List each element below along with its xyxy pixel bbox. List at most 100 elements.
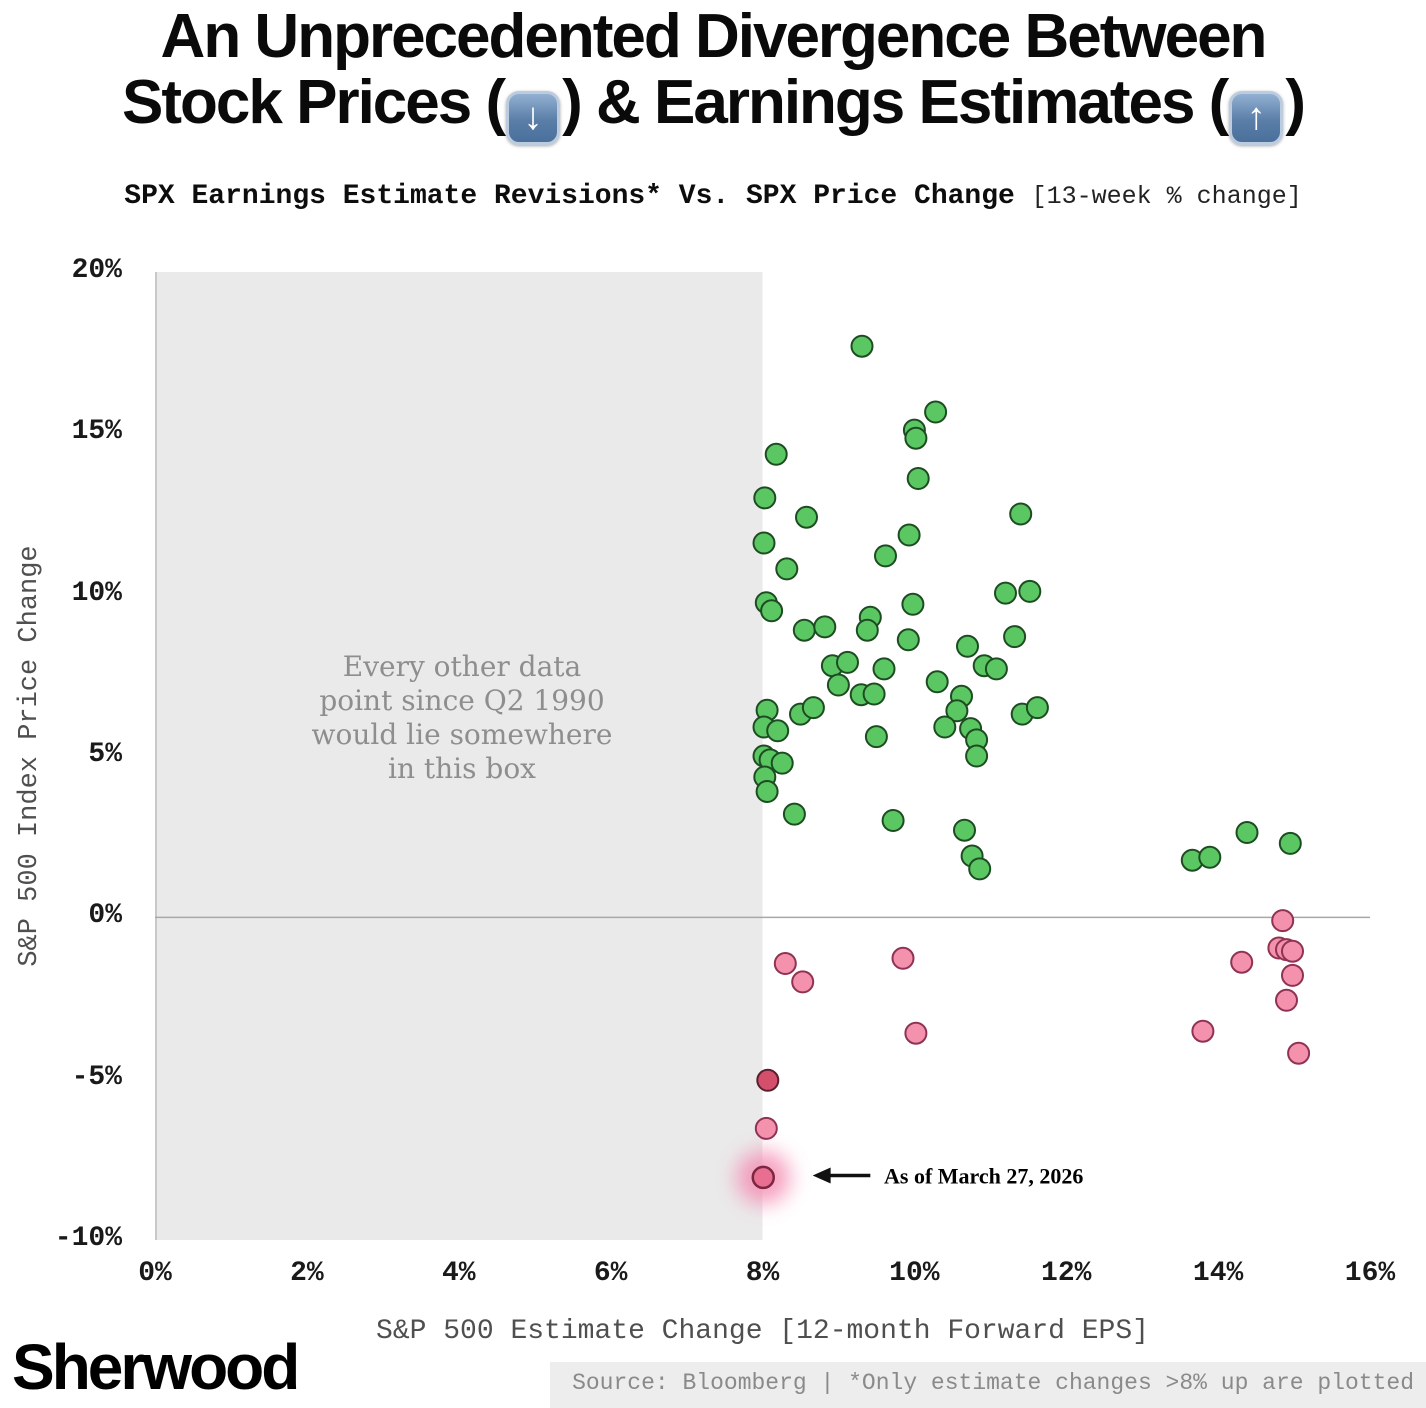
subtitle-note: [13-week % change] (1031, 182, 1302, 211)
y-tick-label: 20% (71, 255, 122, 286)
reference-box-label-line: would lie somewhere (311, 718, 613, 752)
price-decline-point (1230, 950, 1254, 974)
price-gain-point (897, 523, 921, 547)
price-gain-point (850, 334, 874, 358)
price-decline-deep-point (756, 1068, 780, 1092)
price-gain-point (1278, 831, 1302, 855)
page-title: An Unprecedented Divergence Between Stoc… (0, 4, 1426, 145)
down-arrow-icon: ↓ (506, 90, 561, 145)
price-gain-point (994, 581, 1017, 605)
price-gain-point (801, 696, 825, 720)
reference-box-label-line: point since Q2 1990 (319, 684, 605, 718)
price-gain-point (826, 673, 850, 697)
price-decline-point (1191, 1019, 1215, 1043)
price-gain-point (924, 400, 948, 424)
price-decline-point (1281, 939, 1304, 963)
price-gain-point (862, 682, 886, 706)
price-decline-point (754, 1116, 778, 1140)
x-tick-label: 2% (290, 1258, 324, 1289)
price-gain-point (752, 531, 776, 555)
x-tick-label: 12% (1041, 1258, 1092, 1289)
price-decline-point (891, 946, 915, 970)
price-gain-point (1235, 821, 1259, 844)
subtitle-main: SPX Earnings Estimate Revisions* Vs. SPX… (124, 181, 1032, 212)
price-gain-point (755, 780, 779, 803)
price-gain-point (953, 818, 976, 842)
price-gain-point (795, 505, 818, 529)
price-decline-point (1287, 1041, 1311, 1065)
y-tick-label: 5% (88, 739, 122, 770)
up-arrow-glyph: ↑ (1246, 95, 1266, 138)
price-gain-point (1009, 502, 1033, 526)
x-tick-label: 4% (441, 1258, 476, 1289)
price-gain-point (874, 544, 897, 568)
reference-box-label-line: Every other data (342, 650, 582, 683)
price-gain-point (753, 486, 777, 510)
y-tick-label: 0% (88, 900, 122, 932)
price-gain-point (766, 719, 790, 743)
price-gain-point (965, 744, 989, 768)
price-decline-point (1281, 963, 1304, 987)
price-gain-point (956, 634, 979, 658)
price-decline-point (1271, 909, 1295, 933)
x-tick-label: 0% (138, 1258, 172, 1289)
reference-box-label: Every other data point since Q2 1990 wou… (240, 650, 684, 787)
title-line-2-text-a: Stock Prices ( (122, 67, 506, 137)
x-tick-label: 6% (593, 1258, 628, 1289)
price-gain-point (813, 615, 837, 639)
title-line-2: Stock Prices ( ↓ ) & Earnings Estimates ( ↑… (0, 67, 1426, 145)
price-gain-point (855, 618, 879, 642)
x-tick-label: 10% (889, 1258, 940, 1289)
price-gain-point (906, 467, 930, 490)
price-gain-point (836, 650, 859, 674)
chart-subtitle: SPX Earnings Estimate Revisions* Vs. SPX… (0, 181, 1426, 212)
y-tick-label: 15% (71, 416, 122, 448)
source-attribution: Source: Bloomberg | *Only estimate chang… (550, 1362, 1426, 1408)
price-gain-point (896, 628, 920, 652)
price-gain-point (968, 857, 992, 881)
up-arrow-icon: ↑ (1229, 90, 1284, 145)
y-tick-label: 10% (71, 577, 122, 609)
title-line-2-text-c: ) (1285, 67, 1306, 137)
price-gain-point (760, 599, 784, 623)
price-gain-point (775, 557, 799, 581)
historical-range-box (155, 272, 763, 1240)
price-gain-point (872, 657, 896, 681)
y-tick-label: -5% (71, 1061, 122, 1093)
scatter-plot-canvas: As of March 27, 2026 (155, 272, 1370, 1240)
price-decline-point (773, 952, 797, 975)
x-tick-label: 8% (745, 1258, 780, 1289)
price-gain-point (925, 670, 949, 694)
price-gain-point (1025, 696, 1049, 720)
price-gain-point (1003, 625, 1027, 649)
price-gain-point (864, 725, 888, 749)
x-tick-label: 16% (1344, 1258, 1396, 1289)
plot-area: As of March 27, 2026 (155, 272, 1370, 1240)
x-tick-label: 14% (1192, 1258, 1244, 1289)
price-gain-point (764, 442, 788, 466)
price-decline-point (791, 970, 815, 994)
price-gain-point (792, 618, 816, 642)
price-gain-point (770, 751, 794, 775)
price-gain-point (984, 657, 1008, 681)
x-axis-title: S&P 500 Estimate Change [12-month Forwar… (376, 1316, 1149, 1347)
annotation-text: As of March 27, 2026 (884, 1163, 1083, 1188)
reference-box-label-line: in this box (388, 752, 536, 786)
price-gain-point (881, 809, 905, 832)
price-gain-point (1018, 579, 1042, 603)
price-decline-point (1275, 988, 1298, 1012)
price-gain-point (901, 592, 925, 616)
price-gain-point (945, 699, 969, 723)
price-decline-point (904, 1021, 928, 1045)
price-gain-point (1198, 845, 1222, 869)
title-line-2-text-b: ) & Earnings Estimates ( (562, 67, 1229, 137)
title-line-1: An Unprecedented Divergence Between (160, 2, 1268, 71)
price-gain-point (904, 426, 928, 450)
y-tick-label: -10% (54, 1223, 122, 1254)
price-gain-point (782, 802, 806, 826)
down-arrow-glyph: ↓ (523, 95, 543, 138)
sherwood-logo: Sherwood (12, 1331, 300, 1403)
price-gain-point (933, 715, 957, 739)
annotation-arrowhead (812, 1167, 831, 1184)
